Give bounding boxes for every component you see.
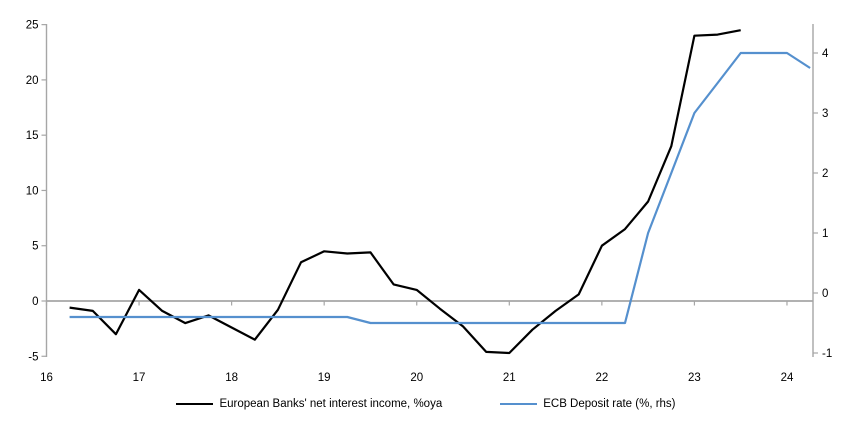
right-axis-tick-label: 0 [822, 288, 828, 300]
left-axis-tick-label: 20 [26, 75, 39, 87]
x-axis-tick-label: 20 [410, 372, 423, 384]
x-axis-tick-label: 22 [595, 372, 608, 384]
right-axis-tick-label: -1 [822, 348, 832, 360]
left-axis-tick-label: 10 [26, 185, 39, 197]
x-axis-tick-label: 23 [688, 372, 701, 384]
legend-item-net-interest-income: European Banks' net interest income, %oy… [176, 398, 442, 410]
x-axis-tick-label: 16 [40, 372, 53, 384]
left-axis-tick-label: 25 [26, 20, 39, 32]
x-axis-tick-label: 19 [318, 372, 331, 384]
left-axis-tick-label: 0 [32, 296, 38, 308]
x-axis-tick-label: 21 [503, 372, 516, 384]
x-axis-tick-label: 18 [225, 372, 238, 384]
x-axis-tick-label: 24 [781, 372, 794, 384]
x-axis-tick-label: 17 [133, 372, 146, 384]
nii-line-swatch-icon [176, 403, 214, 405]
legend: European Banks' net interest income, %oy… [0, 394, 852, 414]
legend-item-ecb-deposit-rate: ECB Deposit rate (%, rhs) [500, 398, 676, 410]
legend-label-net-interest-income: European Banks' net interest income, %oy… [219, 398, 443, 410]
ecb-line-swatch-icon [500, 403, 538, 405]
legend-label-ecb-deposit-rate: ECB Deposit rate (%, rhs) [543, 398, 676, 410]
ecb-deposit-rate-line [69, 51, 811, 325]
left-axis-tick-label: -5 [28, 351, 38, 363]
net-interest-income-line [69, 29, 741, 355]
right-axis-tick-label: 2 [822, 168, 828, 180]
left-axis-tick-label: 5 [32, 241, 38, 253]
left-axis-tick-label: 15 [26, 130, 39, 142]
right-axis-tick-label: 4 [822, 48, 829, 60]
right-axis-tick-label: 3 [822, 108, 828, 120]
right-axis-tick-label: 1 [822, 228, 828, 240]
